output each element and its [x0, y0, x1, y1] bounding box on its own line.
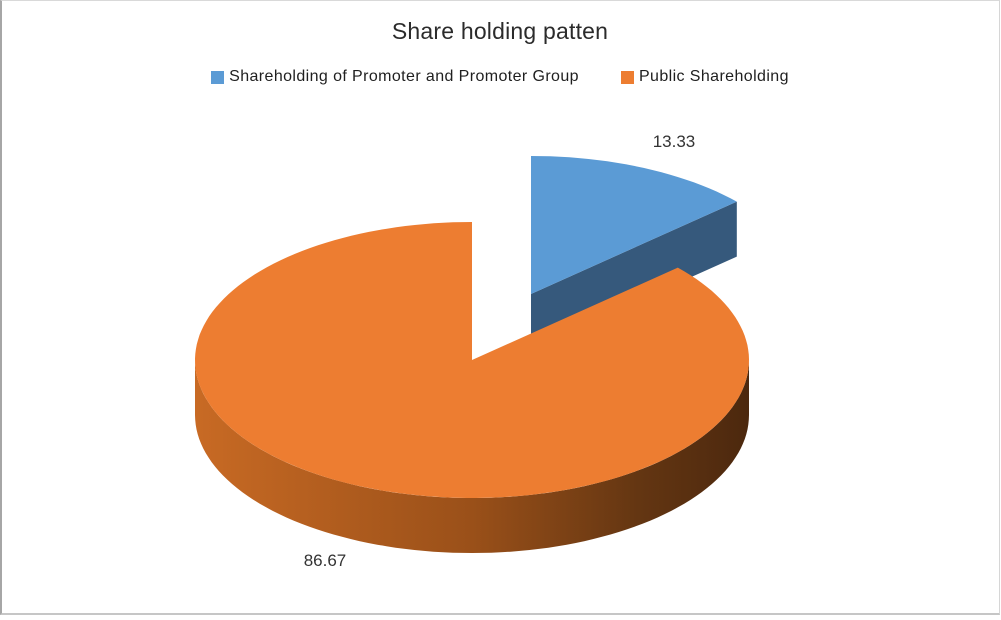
legend-label-promoter: Shareholding of Promoter and Promoter Gr…	[229, 68, 579, 85]
data-label-promoter: 13.33	[652, 132, 696, 151]
pie-side-public	[195, 360, 749, 553]
pie-slice-promoter[interactable]	[531, 156, 737, 294]
legend-swatch-promoter-icon	[211, 70, 225, 84]
legend: Shareholding of Promoter and Promoter Gr…	[0, 68, 1000, 86]
legend-item-public[interactable]: Public Shareholding	[620, 68, 789, 86]
legend-swatch-public-icon	[620, 70, 634, 84]
data-label-public: 86.67	[303, 551, 347, 570]
legend-item-promoter[interactable]: Shareholding of Promoter and Promoter Gr…	[211, 68, 579, 86]
legend-label-public: Public Shareholding	[638, 68, 789, 85]
chart-title: Share holding patten	[391, 18, 609, 44]
pie-slice-public[interactable]	[195, 222, 749, 498]
